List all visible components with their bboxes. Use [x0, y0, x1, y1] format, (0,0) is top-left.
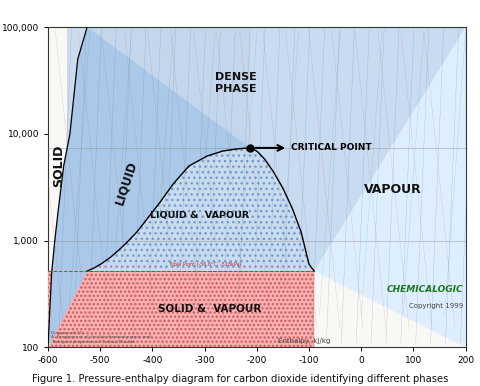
Polygon shape	[87, 148, 314, 271]
Polygon shape	[250, 27, 466, 347]
Text: LIQUID: LIQUID	[113, 159, 140, 206]
Polygon shape	[48, 27, 87, 347]
Polygon shape	[48, 271, 314, 347]
Text: SOLID &  VAPOUR: SOLID & VAPOUR	[158, 304, 262, 314]
Polygon shape	[48, 27, 250, 347]
Polygon shape	[48, 27, 466, 347]
Text: CRITICAL POINT: CRITICAL POINT	[291, 144, 372, 152]
Text: Figure 1. Pressure-enthalpy diagram for carbon dioxide identifying different pha: Figure 1. Pressure-enthalpy diagram for …	[32, 374, 448, 384]
Text: Copyright 1999: Copyright 1999	[409, 303, 463, 309]
Polygon shape	[67, 27, 466, 148]
Text: Triple Point (-56.6°C, -518kPa): Triple Point (-56.6°C, -518kPa)	[168, 262, 241, 267]
Text: Diagram of CO₂
A. Fenghour et al, for the thermodynamic and
Transport properties: Diagram of CO₂ A. Fenghour et al, for th…	[50, 331, 151, 344]
Text: LIQUID &  VAPOUR: LIQUID & VAPOUR	[150, 212, 249, 220]
Text: CHEMICALOGIC: CHEMICALOGIC	[386, 286, 463, 295]
Text: SOLID: SOLID	[52, 145, 65, 187]
Text: VAPOUR: VAPOUR	[364, 183, 421, 196]
Text: Enthalpy, kJ/kg: Enthalpy, kJ/kg	[277, 338, 330, 344]
Polygon shape	[48, 271, 314, 347]
Text: DENSE
PHASE: DENSE PHASE	[215, 72, 257, 94]
